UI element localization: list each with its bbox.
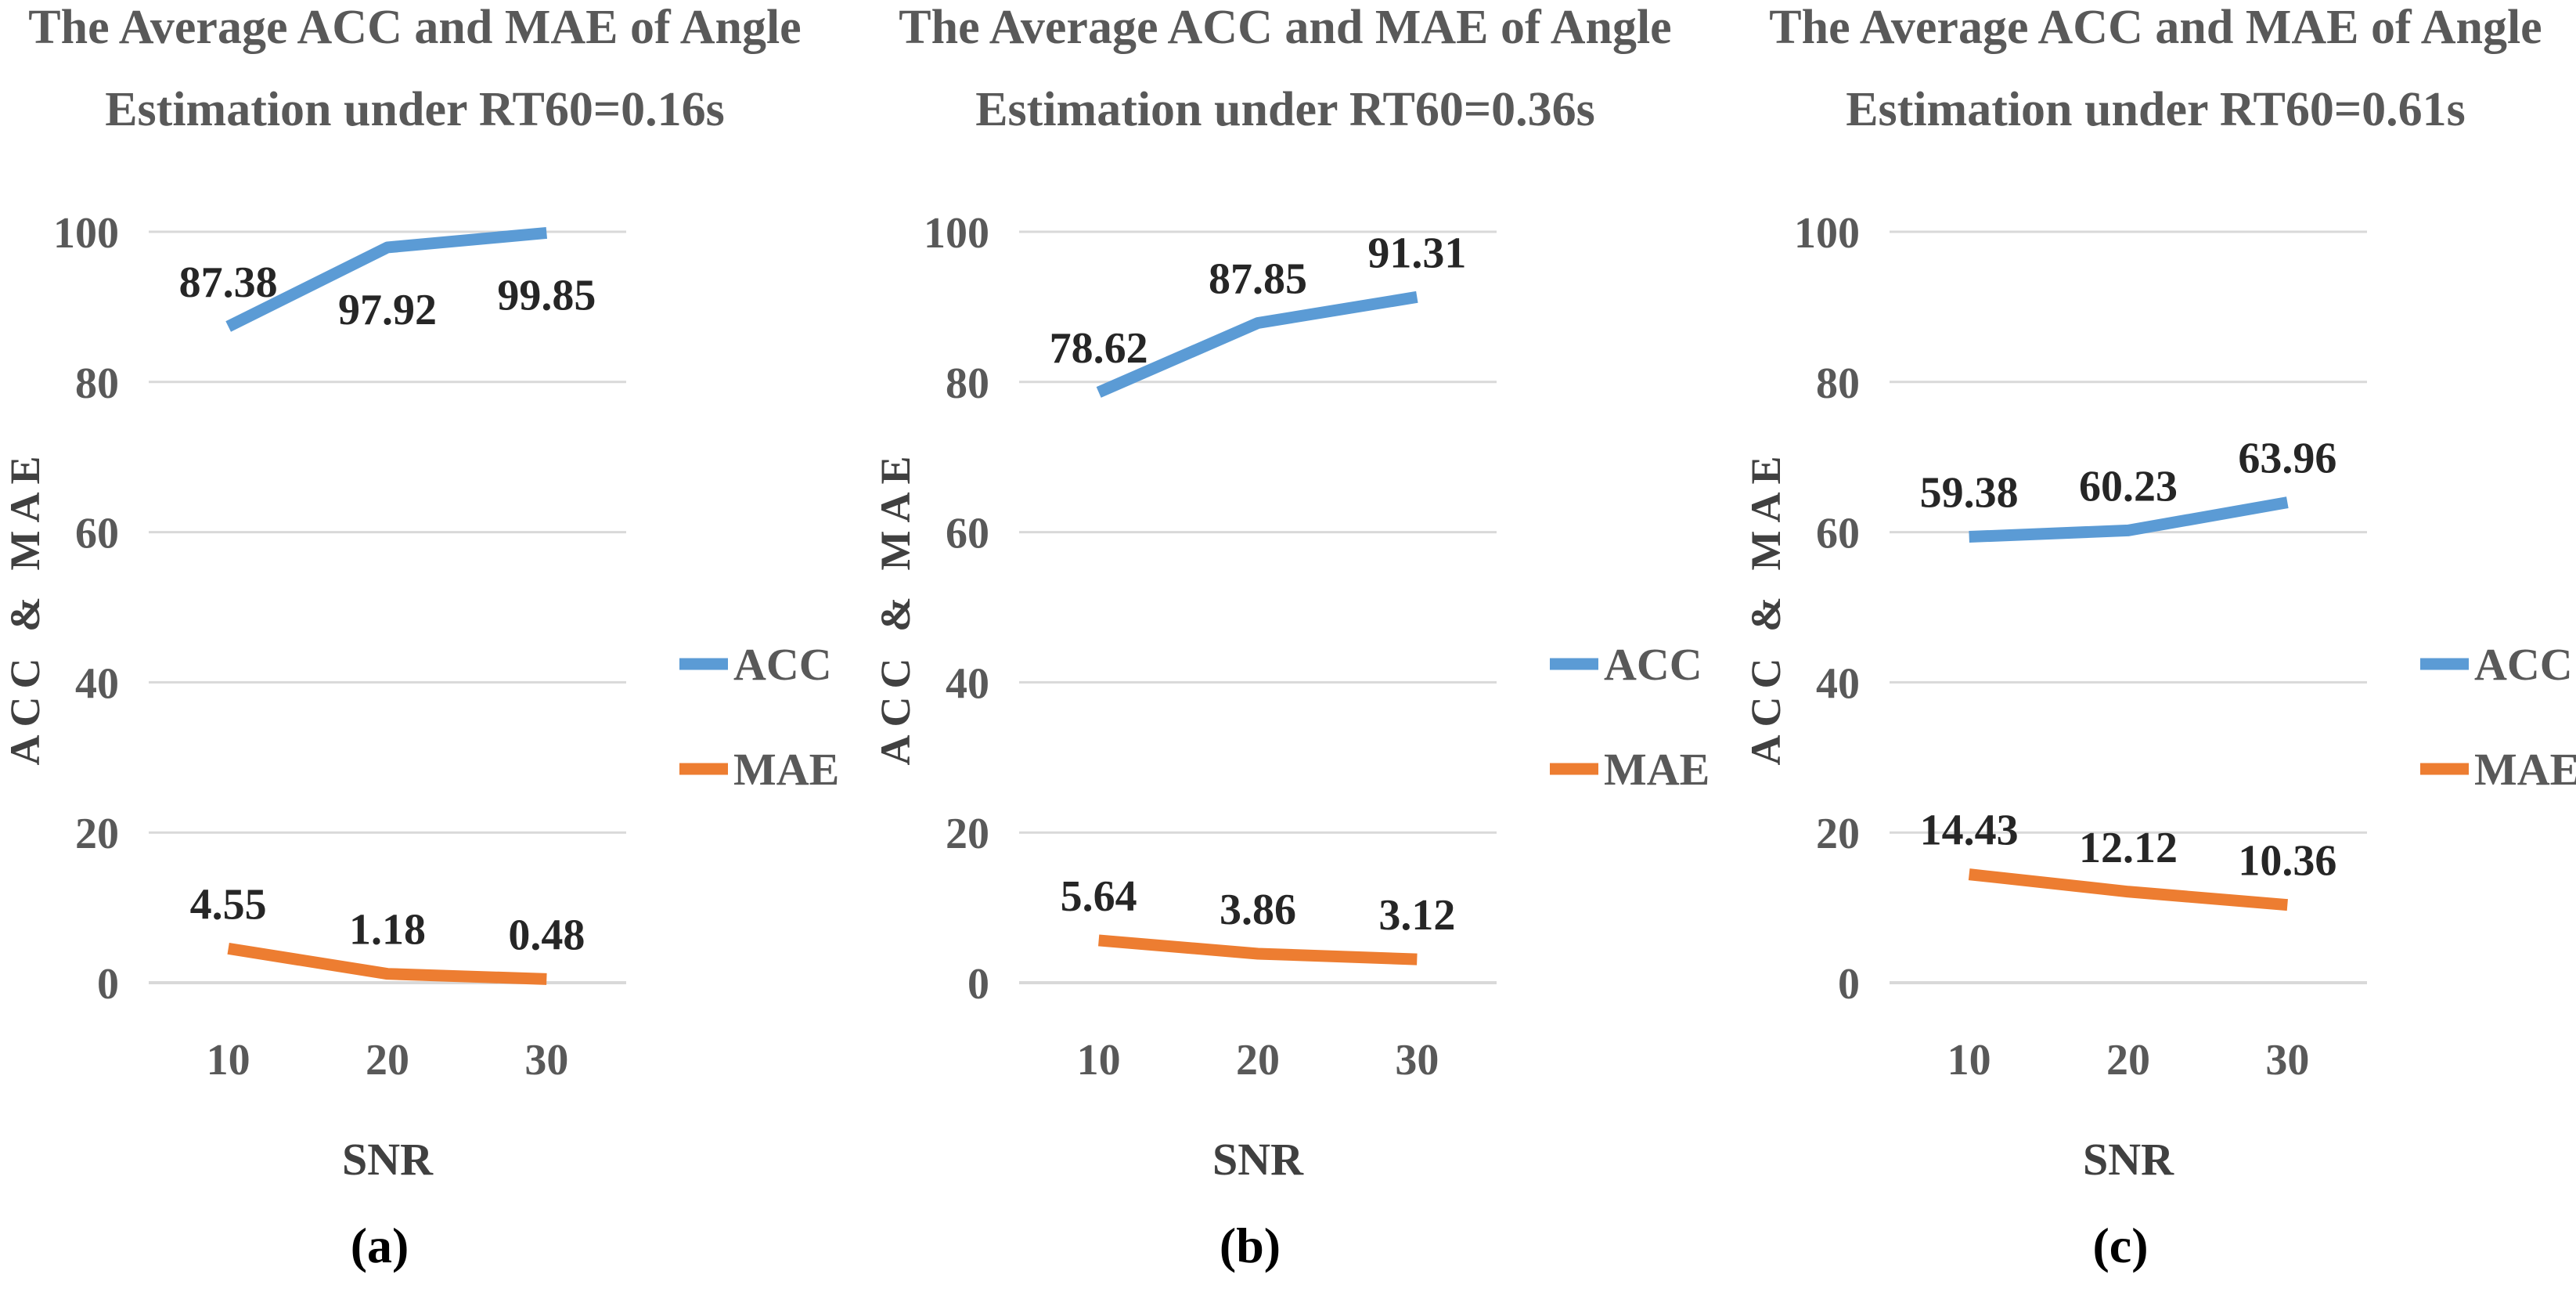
x-axis-label: SNR	[2083, 1134, 2174, 1185]
y-tick-label: 40	[75, 659, 119, 708]
chart-title-line2: Estimation under RT60=0.61s	[1846, 83, 2466, 136]
legend-label-mae: MAE	[1604, 744, 1710, 795]
y-axis-label: ACC & MAE	[1742, 449, 1789, 766]
series-line-mae	[1098, 934, 1418, 965]
y-tick-label: 60	[1816, 510, 1860, 558]
series-line-mae	[1968, 868, 2288, 911]
y-tick-label: 80	[946, 359, 989, 408]
legend-label-acc: ACC	[1604, 639, 1702, 690]
x-tick-label: 20	[366, 1036, 409, 1084]
data-label-mae: 0.48	[508, 911, 585, 959]
data-label-mae: 5.64	[1061, 872, 1137, 921]
chart-title-line1: The Average ACC and MAE of Angle	[1769, 1, 2542, 54]
y-tick-label: 40	[946, 659, 989, 708]
chart-title-line1: The Average ACC and MAE of Angle	[28, 1, 801, 54]
x-tick-label: 20	[1236, 1036, 1280, 1084]
y-tick-label: 80	[1816, 359, 1860, 408]
data-label-mae: 4.55	[190, 880, 267, 929]
chart-panel-3: The Average ACC and MAE of Angle Estimati…	[1742, 1, 2576, 1273]
y-tick-label: 80	[75, 359, 119, 408]
legend-label-acc: ACC	[2474, 639, 2573, 690]
series-line-acc	[1096, 291, 1418, 398]
x-tick-label: 30	[524, 1036, 568, 1084]
chart-panel-2: The Average ACC and MAE of Angle Estimati…	[872, 1, 1710, 1273]
chart-title-line2: Estimation under RT60=0.36s	[975, 83, 1595, 136]
series-line-acc	[225, 226, 548, 332]
legend-label-acc: ACC	[733, 639, 832, 690]
panel-label: (c)	[2092, 1218, 2148, 1273]
x-tick-label: 10	[207, 1036, 250, 1084]
x-tick-label: 10	[1947, 1036, 1991, 1084]
x-tick-label: 30	[2265, 1036, 2309, 1084]
y-axis-label: ACC & MAE	[872, 449, 919, 766]
y-tick-label: 100	[924, 209, 989, 258]
y-tick-label: 0	[967, 960, 989, 1009]
y-tick-label: 100	[53, 209, 119, 258]
data-label-mae: 12.12	[2079, 824, 2178, 872]
data-label-acc: 87.85	[1209, 255, 1307, 304]
data-label-acc: 97.92	[338, 286, 437, 334]
chart-panel-1: The Average ACC and MAE of Angle Estimati…	[2, 1, 839, 1273]
data-label-mae: 10.36	[2238, 837, 2336, 886]
series-line-acc	[1969, 496, 2289, 543]
x-tick-label: 20	[2106, 1036, 2150, 1084]
panel-label: (b)	[1220, 1218, 1281, 1273]
y-tick-label: 0	[97, 960, 119, 1009]
data-label-acc: 91.31	[1367, 229, 1466, 277]
data-label-acc: 63.96	[2238, 435, 2336, 483]
data-label-acc: 78.62	[1050, 324, 1148, 373]
x-tick-label: 10	[1077, 1036, 1121, 1084]
y-tick-label: 20	[1816, 810, 1860, 858]
chart-title-line2: Estimation under RT60=0.16s	[105, 83, 725, 136]
legend-label-mae: MAE	[733, 744, 839, 795]
data-label-acc: 59.38	[1920, 469, 2019, 518]
x-axis-label: SNR	[342, 1134, 434, 1185]
y-tick-label: 20	[946, 810, 989, 858]
legend-label-mae: MAE	[2474, 744, 2576, 795]
y-tick-label: 0	[1838, 960, 1860, 1009]
data-label-mae: 3.12	[1378, 891, 1455, 940]
y-tick-label: 100	[1794, 209, 1860, 258]
data-label-mae: 3.86	[1220, 886, 1296, 934]
panel-label: (a)	[351, 1218, 409, 1273]
y-tick-label: 20	[75, 810, 119, 858]
data-label-mae: 14.43	[1920, 807, 2019, 855]
x-axis-label: SNR	[1212, 1134, 1304, 1185]
chart-title-line1: The Average ACC and MAE of Angle	[899, 1, 1671, 54]
y-tick-label: 40	[1816, 659, 1860, 708]
data-label-acc: 87.38	[179, 258, 278, 307]
data-label-mae: 1.18	[349, 906, 426, 955]
data-label-acc: 60.23	[2079, 462, 2178, 511]
data-label-acc: 99.85	[497, 271, 596, 319]
y-tick-label: 60	[75, 510, 119, 558]
x-tick-label: 30	[1395, 1036, 1439, 1084]
y-tick-label: 60	[946, 510, 989, 558]
series-line-mae	[227, 942, 547, 985]
y-axis-label: ACC & MAE	[2, 449, 49, 766]
